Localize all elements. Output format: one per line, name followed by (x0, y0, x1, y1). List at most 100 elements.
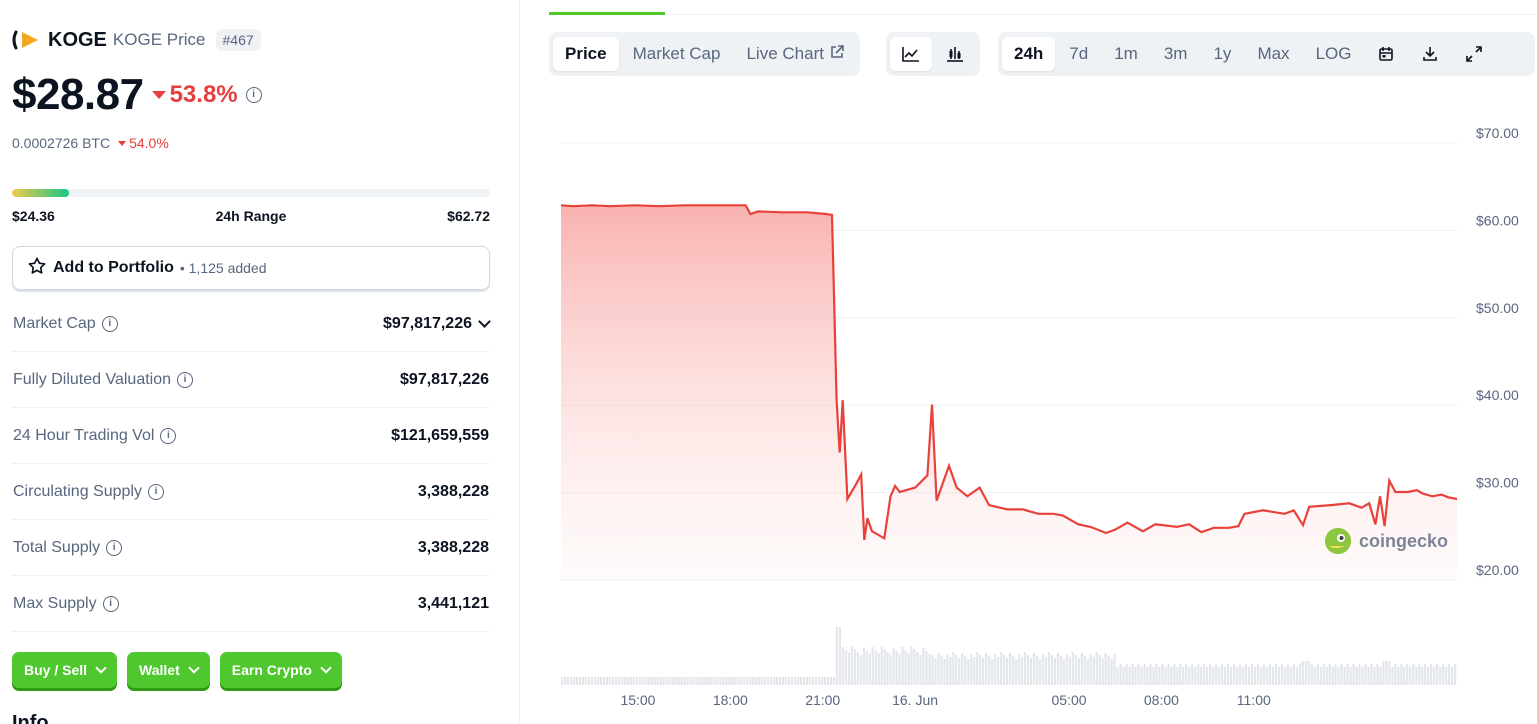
volume-bar (1173, 664, 1176, 685)
add-to-portfolio-button[interactable]: Add to Portfolio • 1,125 added (12, 246, 490, 290)
range-bar-fill (12, 189, 70, 197)
volume-bar (1038, 659, 1042, 685)
line-chart-icon[interactable] (890, 37, 932, 71)
volume-bar (1236, 667, 1239, 685)
volume-bar (841, 647, 844, 685)
volume-bar (1035, 656, 1039, 685)
volume-bar (1280, 664, 1283, 685)
volume-bar (943, 659, 946, 685)
volume-bar (1015, 659, 1018, 685)
price-change-24h: 53.8% (151, 81, 238, 109)
volume-bar (1343, 667, 1346, 685)
tab-range-7d[interactable]: 7d (1069, 44, 1089, 63)
volume-bar (1346, 664, 1349, 685)
volume-bar (605, 677, 608, 685)
volume-bar (707, 677, 710, 685)
tab-price[interactable]: Price (553, 37, 619, 71)
volume-bar (1107, 656, 1110, 685)
volume-bar (817, 677, 821, 685)
earn-crypto-button[interactable]: Earn Crypto (219, 652, 342, 688)
volume-bar (1080, 653, 1083, 685)
volume-bar (668, 677, 671, 685)
volume-bar (1262, 664, 1266, 685)
volume-bar (731, 677, 734, 685)
chart-style-tabs (886, 32, 980, 76)
info-icon[interactable]: i (106, 539, 123, 556)
volume-bar (1170, 667, 1173, 685)
y-tick-label: $40.00 (1476, 387, 1519, 403)
tab-live-chart[interactable]: Live Chart (734, 37, 855, 71)
volume-bar (1403, 667, 1406, 685)
volume-bar (826, 677, 829, 685)
volume-bar (680, 677, 683, 685)
chevron-down-icon (320, 662, 332, 674)
volume-bar (1146, 667, 1149, 685)
volume-bar (570, 677, 573, 685)
volume-bar (1454, 664, 1457, 685)
volume-bar (1020, 657, 1024, 685)
info-icon[interactable]: i (177, 371, 194, 388)
info-heading: Info (12, 712, 49, 724)
volume-bar (1331, 667, 1334, 685)
volume-bar (868, 654, 871, 685)
earn-crypto-label: Earn Crypto (231, 662, 312, 678)
info-icon[interactable]: i (102, 595, 119, 612)
price-chart[interactable]: $70.00 $60.00 $50.00 $40.00 $30.00 $20.00 15:… (549, 100, 1537, 720)
stat-row-market-cap[interactable]: Market Cap i $97,817,226 (12, 296, 491, 352)
x-tick-label: 08:00 (1144, 692, 1179, 708)
volume-bar (931, 655, 934, 685)
tab-range-1m[interactable]: 1m (1114, 44, 1138, 63)
volume-bar (838, 627, 841, 685)
info-icon[interactable]: i (147, 483, 164, 500)
buy-sell-button[interactable]: Buy / Sell (12, 652, 118, 688)
volume-bar (913, 649, 916, 685)
volume-bar (599, 677, 602, 685)
tab-range-1y[interactable]: 1y (1213, 44, 1232, 63)
info-icon[interactable]: i (160, 427, 177, 444)
volume-bar (1134, 667, 1137, 685)
tab-log-scale[interactable]: LOG (1315, 44, 1352, 63)
volume-bar (1116, 667, 1119, 685)
volume-bar (1242, 667, 1245, 685)
candlestick-chart-icon[interactable] (934, 37, 976, 71)
volume-bar (928, 654, 931, 685)
volume-bar (889, 655, 892, 685)
volume-bar (692, 677, 695, 685)
volume-bar (1128, 667, 1131, 685)
volume-bar (1376, 664, 1379, 685)
tab-range-max[interactable]: Max (1257, 44, 1290, 63)
fullscreen-icon[interactable] (1453, 37, 1495, 71)
info-icon[interactable]: i (245, 87, 262, 103)
volume-bar (796, 677, 800, 685)
info-icon[interactable]: i (101, 315, 118, 332)
tab-range-24h[interactable]: 24h (1002, 37, 1056, 71)
btc-price: 0.0002726 BTC (12, 135, 111, 151)
volume-bar (623, 677, 626, 685)
time-range-tabs: 24h 7d 1m 3m 1y Max LOG (998, 32, 1535, 76)
volume-bar (823, 677, 826, 685)
volume-bar (1373, 667, 1376, 685)
volume-bar (1074, 655, 1077, 685)
volume-bar (1191, 664, 1194, 685)
volume-bar (1176, 667, 1179, 685)
volume-bar (1394, 664, 1397, 685)
range-bar (12, 189, 490, 197)
volume-bar (856, 652, 859, 685)
volume-bar (1041, 654, 1045, 685)
volume-bar (593, 677, 597, 685)
chevron-down-icon[interactable] (478, 314, 491, 328)
volume-bar (1095, 652, 1098, 685)
volume-bar (653, 677, 656, 685)
wallet-button[interactable]: Wallet (127, 652, 210, 688)
tab-range-3m[interactable]: 3m (1163, 44, 1188, 63)
calendar-icon[interactable] (1365, 37, 1407, 71)
live-chart-label: Live Chart (746, 44, 824, 63)
volume-bar (1406, 664, 1409, 685)
x-tick-label: 16. Jun (892, 692, 938, 708)
tab-market-cap[interactable]: Market Cap (632, 44, 721, 63)
volume-bar (907, 653, 910, 685)
coin-name: KOGE (48, 28, 107, 51)
download-icon[interactable] (1409, 37, 1451, 71)
y-tick-label: $50.00 (1476, 300, 1519, 316)
volume-bar (1274, 664, 1277, 685)
